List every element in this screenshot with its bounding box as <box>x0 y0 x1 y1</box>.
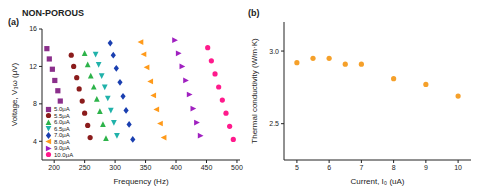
svg-text:3.0: 3.0 <box>269 48 279 55</box>
svg-text:500: 500 <box>231 164 243 171</box>
svg-text:16: 16 <box>29 25 37 32</box>
html-text:(a): (a) <box>8 17 19 27</box>
svg-text:5: 5 <box>295 164 299 171</box>
svg-text:7: 7 <box>359 164 363 171</box>
html-text:5.5μA: 5.5μA <box>54 112 70 119</box>
svg-text:Voltage, V₃ω (μV): Voltage, V₃ω (μV) <box>10 62 19 126</box>
svg-text:450: 450 <box>201 164 213 171</box>
svg-text:300: 300 <box>109 164 121 171</box>
html-text:6.5μA: 6.5μA <box>54 125 70 132</box>
svg-text:350: 350 <box>140 164 152 171</box>
svg-text:Frequency (Hz): Frequency (Hz) <box>113 177 168 186</box>
html-text:10.0μA: 10.0μA <box>54 151 74 158</box>
svg-text:2.5: 2.5 <box>269 120 279 127</box>
html-text:6.0μA: 6.0μA <box>54 119 70 125</box>
html-text:8.0μA: 8.0μA <box>54 138 70 145</box>
svg-text:9: 9 <box>424 164 428 171</box>
svg-text:6: 6 <box>327 164 331 171</box>
html-text:(b): (b) <box>248 8 260 18</box>
svg-text:200: 200 <box>48 164 60 171</box>
svg-text:8: 8 <box>392 164 396 171</box>
svg-text:8: 8 <box>33 100 37 107</box>
svg-text:250: 250 <box>79 164 91 171</box>
svg-text:400: 400 <box>170 164 182 171</box>
html-text:5.0μA: 5.0μA <box>54 106 70 112</box>
svg-text:Current, I₀ (uA): Current, I₀ (uA) <box>351 177 405 186</box>
html-text:7.0μA: 7.0μA <box>54 132 70 138</box>
html-text:NON-POROUS: NON-POROUS <box>22 8 84 18</box>
svg-text:12: 12 <box>29 63 37 70</box>
html-text:9.0μA: 9.0μA <box>54 145 70 151</box>
svg-text:10: 10 <box>454 164 462 171</box>
svg-text:4: 4 <box>33 138 37 145</box>
svg-text:Thermal conductivity (W/m·K): Thermal conductivity (W/m·K) <box>250 38 259 144</box>
